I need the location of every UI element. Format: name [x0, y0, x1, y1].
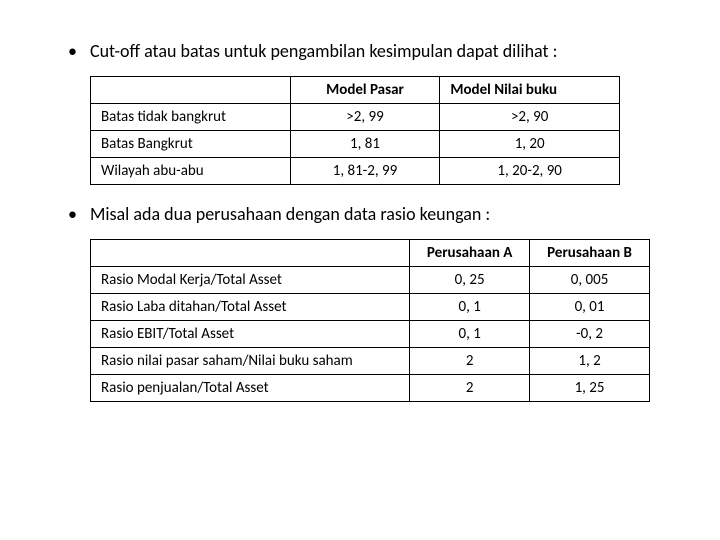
table-row: Rasio Modal Kerja/Total Asset 0, 25 0, 0…	[91, 267, 650, 294]
row-label: Rasio Modal Kerja/Total Asset	[91, 267, 410, 294]
cell: 0, 005	[530, 267, 650, 294]
cell: >2, 99	[290, 104, 440, 131]
cell: 1, 20	[440, 131, 620, 158]
blank-header	[91, 240, 410, 267]
cell: 1, 25	[530, 375, 650, 402]
bullet-list: Cut-off atau batas untuk pengambilan kes…	[60, 40, 660, 62]
table-row: Rasio Laba ditahan/Total Asset 0, 1 0, 0…	[91, 294, 650, 321]
table-row: Batas tidak bangkrut >2, 99 >2, 90	[91, 104, 620, 131]
blank-header	[91, 77, 291, 104]
bullet-item-2: Misal ada dua perusahaan dengan data ras…	[60, 203, 660, 225]
cell: 0, 1	[410, 321, 530, 348]
row-label: Rasio nilai pasar saham/Nilai buku saham	[91, 348, 410, 375]
cell: -0, 2	[530, 321, 650, 348]
cutoff-table: Model Pasar Model Nilai buku Batas tidak…	[90, 76, 620, 185]
col-header-model-nilai-buku: Model Nilai buku	[440, 77, 620, 104]
bullet-list-2: Misal ada dua perusahaan dengan data ras…	[60, 203, 660, 225]
col-header-model-pasar: Model Pasar	[290, 77, 440, 104]
ratio-table: Perusahaan A Perusahaan B Rasio Modal Ke…	[90, 239, 650, 402]
bullet-item-1: Cut-off atau batas untuk pengambilan kes…	[60, 40, 660, 62]
col-header-perusahaan-a: Perusahaan A	[410, 240, 530, 267]
row-label: Batas tidak bangkrut	[91, 104, 291, 131]
table-row: Batas Bangkrut 1, 81 1, 20	[91, 131, 620, 158]
cell: 0, 1	[410, 294, 530, 321]
cell: 2	[410, 375, 530, 402]
cell: 1, 2	[530, 348, 650, 375]
row-label: Wilayah abu-abu	[91, 158, 291, 185]
cell: 1, 81	[290, 131, 440, 158]
table-row: Wilayah abu-abu 1, 81-2, 99 1, 20-2, 90	[91, 158, 620, 185]
cell: 1, 20-2, 90	[440, 158, 620, 185]
row-label: Rasio penjualan/Total Asset	[91, 375, 410, 402]
table-header-row: Perusahaan A Perusahaan B	[91, 240, 650, 267]
cell: >2, 90	[440, 104, 620, 131]
cell: 1, 81-2, 99	[290, 158, 440, 185]
col-header-perusahaan-b: Perusahaan B	[530, 240, 650, 267]
row-label: Batas Bangkrut	[91, 131, 291, 158]
cell: 0, 01	[530, 294, 650, 321]
row-label: Rasio EBIT/Total Asset	[91, 321, 410, 348]
table-row: Rasio EBIT/Total Asset 0, 1 -0, 2	[91, 321, 650, 348]
cell: 2	[410, 348, 530, 375]
table-row: Rasio penjualan/Total Asset 2 1, 25	[91, 375, 650, 402]
table-row: Rasio nilai pasar saham/Nilai buku saham…	[91, 348, 650, 375]
row-label: Rasio Laba ditahan/Total Asset	[91, 294, 410, 321]
table-header-row: Model Pasar Model Nilai buku	[91, 77, 620, 104]
cell: 0, 25	[410, 267, 530, 294]
